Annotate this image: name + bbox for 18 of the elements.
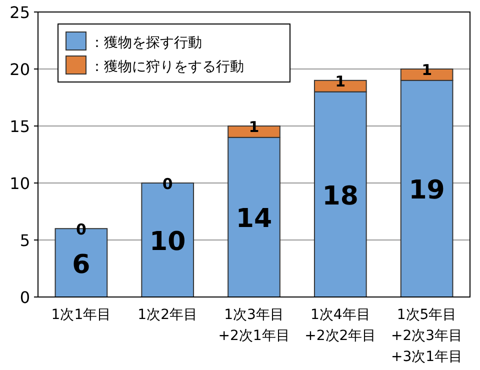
legend-label: ：獲物に狩りをする行動: [90, 59, 244, 75]
data-label: 19: [408, 176, 445, 206]
y-tick-label: 20: [10, 60, 30, 79]
y-tick-label: 25: [10, 3, 30, 22]
data-label: 10: [150, 227, 186, 257]
x-tick-label: 1次2年目: [138, 307, 198, 323]
x-tick-label: 1次4年目 +2次2年目: [304, 307, 376, 344]
legend-label: ：獲物を探す行動: [90, 35, 202, 51]
data-label: 6: [72, 250, 90, 280]
x-tick-label: 1次3年目 +2次1年目: [218, 307, 290, 344]
y-tick-label: 10: [10, 174, 30, 193]
data-label: 18: [322, 181, 358, 212]
y-tick-label: 15: [10, 117, 30, 136]
y-tick-label: 5: [20, 231, 30, 250]
x-tick-label: 1次1年目: [51, 307, 112, 323]
y-tick-label: 0: [20, 288, 30, 307]
x-tick-label: 1次5年目 +2次3年目 +3次1年目: [391, 307, 463, 365]
data-label: 14: [236, 204, 272, 234]
